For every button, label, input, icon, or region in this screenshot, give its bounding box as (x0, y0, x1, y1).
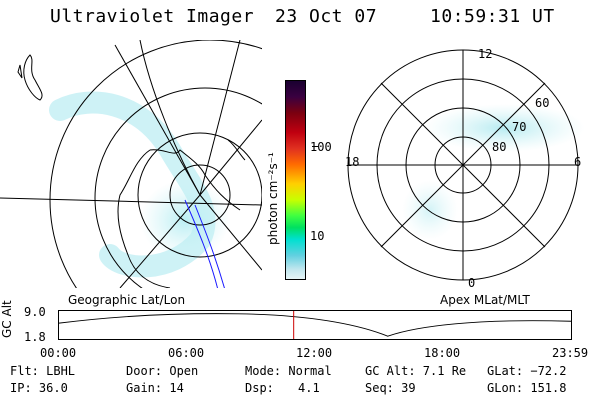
coastline (227, 139, 246, 161)
geographic-map (0, 40, 262, 288)
time-label: 10:59:31 UT (430, 6, 555, 27)
glat-info: GLat: −72.2 (487, 364, 567, 378)
gc-alt-info: GC Alt: 7.1 Re (365, 364, 467, 378)
colorbar (285, 80, 306, 280)
timeline-xtick-1200: 12:00 (296, 346, 333, 360)
filter-info: Flt: LBHL (10, 364, 76, 378)
meridian-line (139, 40, 201, 196)
timeline-ytick-high: 9.0 (24, 305, 46, 319)
right-map-caption: Apex MLat/MLT (440, 293, 530, 307)
colorbar-unit-label: photon cm⁻²s⁻¹ (266, 152, 280, 245)
timeline-xtick-1800: 18:00 (424, 346, 461, 360)
lat-label-70: 70 (512, 120, 527, 134)
meridian-line (114, 44, 201, 196)
coastline (23, 54, 43, 101)
mlt-meridian (380, 82, 546, 248)
altitude-timeline (58, 310, 572, 340)
coastline (17, 64, 23, 79)
mlt-label-0: 0 (468, 276, 476, 290)
latitude-ring-2 (137, 132, 262, 258)
timeline-xtick-2359: 23:59 (552, 346, 589, 360)
latitude-ring-inner (169, 164, 231, 226)
latitude-ring-outer (49, 40, 262, 288)
timeline-ytick-low: 1.8 (24, 330, 46, 344)
polar-mlt-map (347, 49, 585, 281)
meridian-line (199, 40, 241, 196)
altitude-curve (59, 313, 571, 337)
colorbar-tick-100: 100 (310, 140, 332, 154)
gain-info: Gain: 14 (126, 381, 184, 395)
ip-info: IP: 36.0 (10, 381, 68, 395)
antarctica-coastline (117, 149, 241, 288)
dsp-value: 4.1 (298, 381, 320, 395)
dsp-label: Dsp: (245, 381, 274, 395)
seq-info: Seq: 39 (365, 381, 416, 395)
lat-label-80: 80 (492, 140, 507, 154)
door-info: Door: Open (126, 364, 199, 378)
left-map-caption: Geographic Lat/Lon (68, 293, 186, 307)
timeline-axis-label: GC Alt (0, 300, 14, 338)
timeline-xtick-0600: 06:00 (168, 346, 205, 360)
glon-info: GLon: 151.8 (487, 381, 567, 395)
app-title: Ultraviolet Imager (50, 6, 255, 27)
meridian-line (119, 194, 201, 288)
latitude-ring-3 (94, 87, 262, 288)
mode-info: Mode: Normal (245, 364, 332, 378)
lat-label-60: 60 (535, 96, 550, 110)
colorbar-tick-10: 10 (310, 229, 325, 243)
spacecraft-track (194, 204, 225, 288)
meridian-line (199, 194, 262, 271)
date-label: 23 Oct 07 (275, 6, 378, 27)
mlt-label-18: 18 (345, 155, 360, 169)
meridian-line (0, 197, 262, 206)
mlt-label-12: 12 (478, 47, 493, 61)
timeline-xtick-0000: 00:00 (40, 346, 77, 360)
mlt-label-6: 6 (574, 155, 582, 169)
